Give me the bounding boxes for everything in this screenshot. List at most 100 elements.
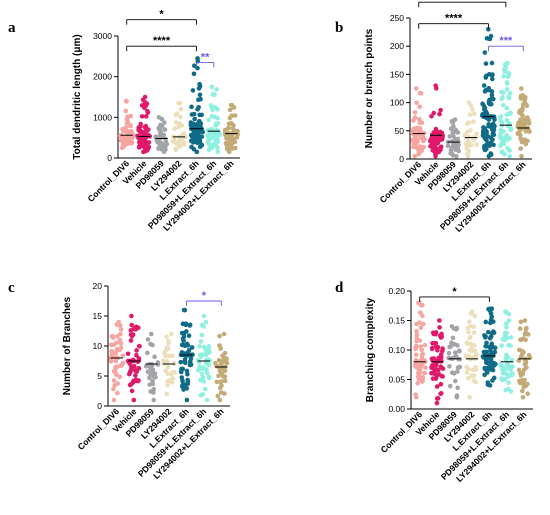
- data-point: [197, 118, 202, 124]
- data-point: [145, 110, 151, 115]
- data-point: [464, 146, 469, 151]
- data-point: [449, 118, 455, 124]
- data-point: [470, 107, 475, 112]
- y-axis-label: Branching complexity: [365, 297, 376, 402]
- data-point: [136, 127, 141, 133]
- data-point: [500, 371, 506, 376]
- data-point: [152, 354, 157, 360]
- data-point: [123, 108, 129, 114]
- data-point: [142, 124, 148, 130]
- data-point: [126, 359, 131, 364]
- data-point: [455, 369, 460, 374]
- series-PD98059+L.Extract_6h: [497, 60, 514, 159]
- data-point: [449, 145, 455, 150]
- data-point: [128, 123, 133, 129]
- data-point: [490, 76, 495, 82]
- data-point: [111, 386, 116, 392]
- significance-label: *: [460, 0, 465, 3]
- data-point: [417, 104, 423, 110]
- data-point: [181, 142, 187, 147]
- data-point: [418, 135, 423, 141]
- data-point: [417, 320, 422, 325]
- data-point: [135, 325, 141, 330]
- data-point: [115, 390, 120, 396]
- data-point: [506, 95, 512, 101]
- data-point: [191, 63, 197, 69]
- data-point: [518, 117, 523, 122]
- data-point: [463, 354, 469, 359]
- data-point: [181, 330, 187, 336]
- data-point: [518, 370, 523, 376]
- data-point: [199, 371, 205, 377]
- data-point: [455, 385, 460, 391]
- significance-bracket: *: [419, 286, 490, 302]
- data-point: [499, 343, 504, 348]
- data-point: [422, 342, 428, 348]
- data-point: [489, 330, 495, 336]
- data-point: [196, 128, 201, 133]
- y-tick-label: 0.05: [388, 375, 405, 385]
- data-point: [117, 337, 123, 343]
- data-point: [185, 371, 190, 377]
- y-axis-label: Total dendritic length (μm): [72, 34, 83, 159]
- data-point: [130, 380, 136, 385]
- data-point: [191, 71, 197, 77]
- data-point: [201, 344, 207, 350]
- y-tick-label: 1000: [93, 112, 112, 122]
- data-point: [188, 138, 194, 144]
- panel-letter: d: [335, 280, 344, 296]
- data-point: [486, 344, 492, 350]
- data-point: [519, 352, 525, 358]
- data-point: [182, 307, 188, 313]
- data-point: [437, 318, 442, 323]
- data-point: [464, 370, 470, 375]
- data-point: [193, 122, 199, 128]
- data-point: [164, 345, 170, 351]
- data-point: [417, 310, 423, 315]
- data-point: [160, 144, 165, 149]
- data-point: [129, 313, 134, 319]
- data-point: [200, 129, 205, 135]
- data-point: [505, 386, 511, 392]
- data-point: [492, 349, 498, 355]
- data-point: [501, 102, 506, 108]
- data-point: [112, 368, 118, 374]
- data-point: [414, 343, 419, 349]
- data-point: [184, 368, 190, 374]
- data-point: [115, 333, 120, 339]
- data-point: [177, 142, 183, 148]
- data-point: [204, 370, 210, 376]
- data-point: [420, 351, 426, 357]
- data-point: [113, 372, 119, 377]
- data-point: [413, 352, 419, 358]
- data-point: [467, 112, 473, 118]
- data-point: [191, 111, 197, 117]
- y-tick-label: 0: [97, 401, 102, 411]
- data-point: [224, 132, 229, 138]
- data-point: [231, 123, 236, 128]
- series-PD98059+L.Extract_6h: [195, 313, 213, 403]
- data-point: [140, 97, 146, 103]
- y-tick-label: 0.15: [388, 316, 405, 326]
- data-point: [413, 86, 419, 91]
- data-point: [222, 378, 228, 383]
- data-point: [422, 136, 428, 142]
- y-tick-label: 150: [390, 69, 404, 79]
- significance-bracket: ****: [418, 13, 489, 29]
- data-point: [472, 313, 478, 319]
- data-point: [451, 133, 456, 139]
- data-point: [214, 136, 219, 142]
- data-point: [429, 144, 435, 149]
- y-tick-label: 15: [93, 311, 103, 321]
- data-point: [145, 350, 150, 356]
- data-point: [498, 363, 504, 368]
- data-point: [485, 141, 490, 147]
- data-point: [437, 111, 442, 117]
- data-point: [200, 352, 206, 357]
- data-point: [179, 384, 185, 389]
- data-point: [201, 313, 207, 319]
- data-point: [201, 365, 206, 370]
- data-point: [219, 371, 224, 376]
